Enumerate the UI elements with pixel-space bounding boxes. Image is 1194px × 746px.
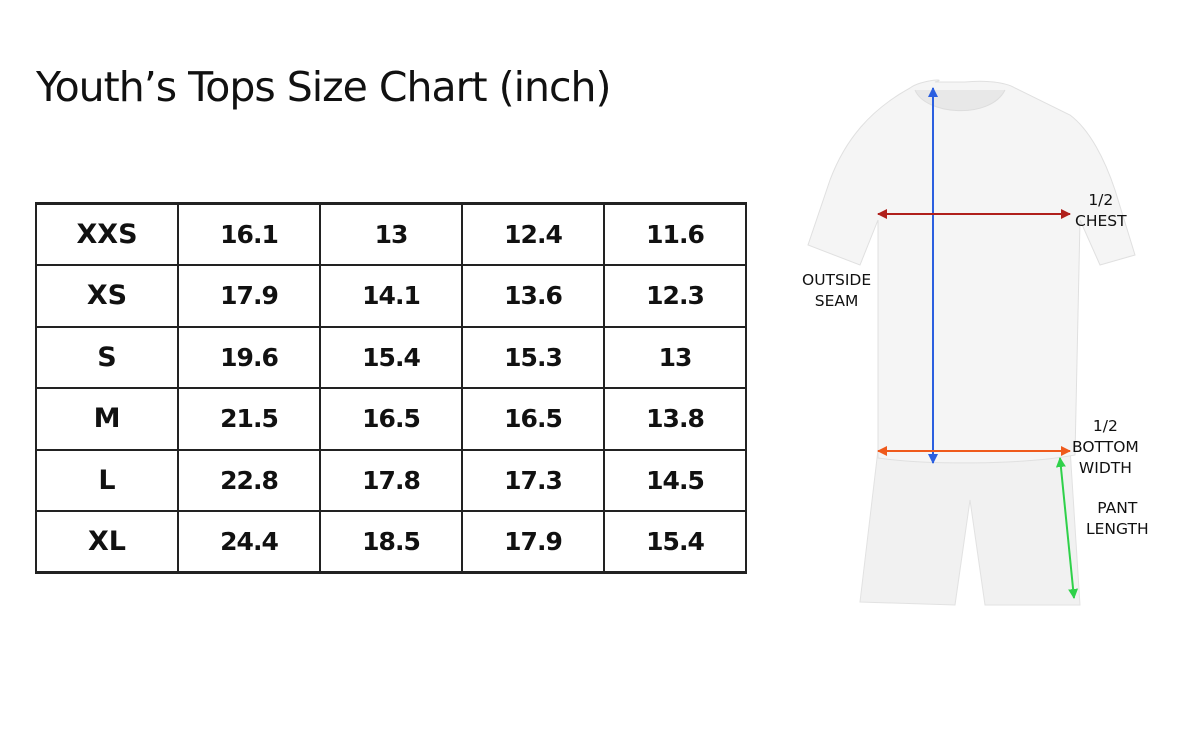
measurement-cell: 12.4 <box>461 202 605 266</box>
chest-label: 1/2 CHEST <box>1075 190 1127 232</box>
size-cell: XL <box>35 510 179 574</box>
outside-seam-label: OUTSIDE SEAM <box>802 270 871 312</box>
measurement-cell: 13 <box>603 325 747 389</box>
measurement-cell: 15.4 <box>319 325 463 389</box>
bottom-width-label: 1/2 BOTTOM WIDTH <box>1072 416 1139 479</box>
pant-length-label-line: PANT <box>1097 499 1138 517</box>
measurement-cell: 16.5 <box>319 387 463 451</box>
table-row: XL 24.4 18.5 17.9 15.4 <box>35 510 747 574</box>
outside-seam-label-line: SEAM <box>814 292 859 310</box>
measurement-cell: 16.5 <box>461 387 605 451</box>
shorts <box>859 447 1081 606</box>
measurement-cell: 14.5 <box>603 448 747 512</box>
size-chart-table: XXS 16.1 13 12.4 11.6 XS 17.9 14.1 13.6 12.3 S 19.6… <box>35 202 747 574</box>
table-row: XS 17.9 14.1 13.6 12.3 <box>35 264 747 328</box>
size-cell: M <box>35 387 179 451</box>
measurement-cell: 13.6 <box>461 264 605 328</box>
pant-length-arrow <box>1055 457 1079 599</box>
measurement-cell: 17.3 <box>461 448 605 512</box>
jersey <box>807 79 1136 464</box>
bottom-width-label-line: 1/2 <box>1092 417 1118 435</box>
measurement-cell: 17.9 <box>177 264 321 328</box>
measurement-cell: 16.1 <box>177 202 321 266</box>
measurement-cell: 15.3 <box>461 325 605 389</box>
measurement-cell: 19.6 <box>177 325 321 389</box>
chest-label-line: CHEST <box>1075 212 1127 230</box>
jersey-shorts-illustration <box>807 79 1136 606</box>
size-cell: XS <box>35 264 179 328</box>
chest-label-line: 1/2 <box>1088 191 1114 209</box>
table-row: XXS 16.1 13 12.4 11.6 <box>35 202 747 266</box>
table-row: S 19.6 15.4 15.3 13 <box>35 325 747 389</box>
table-row: L 22.8 17.8 17.3 14.5 <box>35 448 747 512</box>
measurement-cell: 17.9 <box>461 510 605 574</box>
measurement-cell: 18.5 <box>319 510 463 574</box>
page-title: Youth’s Tops Size Chart (inch) <box>36 63 612 112</box>
measurement-cell: 17.8 <box>319 448 463 512</box>
pant-length-label: PANT LENGTH <box>1086 498 1149 540</box>
bottom-width-label-line: BOTTOM <box>1072 438 1139 456</box>
measurement-cell: 11.6 <box>603 202 747 266</box>
size-cell: S <box>35 325 179 389</box>
table-row: M 21.5 16.5 16.5 13.8 <box>35 387 747 451</box>
measurement-cell: 14.1 <box>319 264 463 328</box>
measurement-cell: 13 <box>319 202 463 266</box>
measurement-cell: 21.5 <box>177 387 321 451</box>
measurement-cell: 15.4 <box>603 510 747 574</box>
size-cell: L <box>35 448 179 512</box>
measurement-cell: 22.8 <box>177 448 321 512</box>
bottom-width-label-line: WIDTH <box>1078 459 1132 477</box>
uniform-diagram: 1/2 CHEST OUTSIDE SEAM 1/2 BOTTOM WIDTH … <box>790 70 1170 620</box>
size-cell: XXS <box>35 202 179 266</box>
outside-seam-label-line: OUTSIDE <box>802 271 872 289</box>
measurement-cell: 12.3 <box>603 264 747 328</box>
pant-length-label-line: LENGTH <box>1086 520 1149 538</box>
measurement-cell: 13.8 <box>603 387 747 451</box>
measurement-cell: 24.4 <box>177 510 321 574</box>
